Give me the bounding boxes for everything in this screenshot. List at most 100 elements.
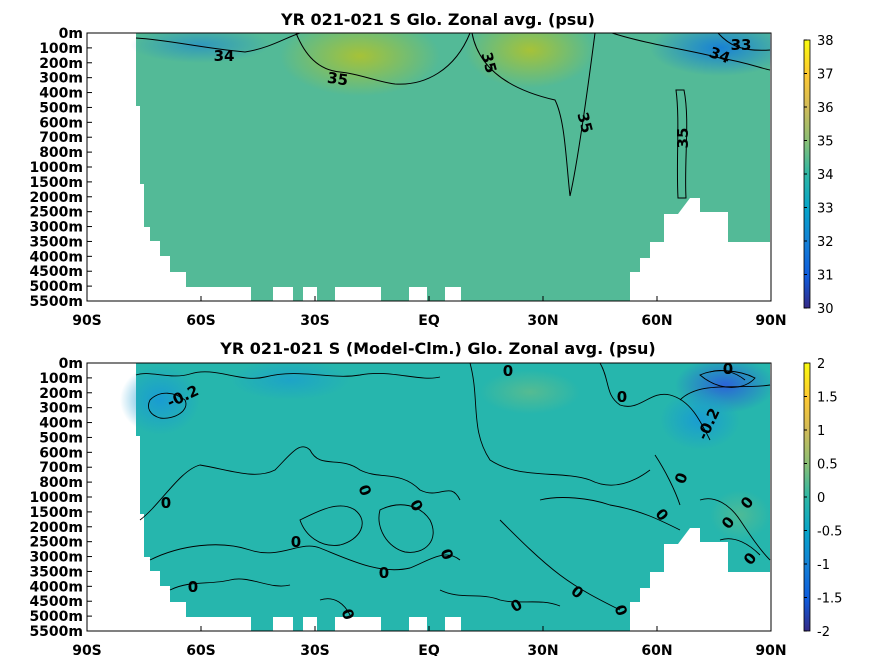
y-tick-label: 100m: [39, 371, 83, 387]
y-tick-label: 1000m: [29, 490, 83, 506]
y-tick-label: 300m: [39, 71, 83, 87]
heatmap-field: [130, 33, 771, 301]
contour-line: [679, 384, 771, 401]
colorbar-tick-label: 0.5: [817, 458, 838, 473]
contour-line: [719, 538, 761, 556]
contour-line: [699, 370, 756, 388]
heatmap-field: [120, 363, 771, 631]
colorbar-tick-label: -0.5: [817, 525, 842, 540]
y-tick-label: 700m: [39, 460, 83, 476]
panel-anomaly: YR 021-021 S (Model-Clm.) Glo. Zonal avg…: [29, 339, 842, 656]
colorbar-ticks: -2 -1.5 -1 -0.5 0 0.5 1 1.5 2: [804, 357, 842, 640]
x-tick-label: 60N: [641, 313, 672, 329]
y-tick-label: 2500m: [29, 535, 83, 551]
colorbar-tick-label: 1: [817, 424, 825, 439]
contour-line: [148, 392, 187, 419]
contour-label: 34: [214, 47, 235, 65]
x-tick-label: 90S: [72, 643, 102, 656]
contour-label: 35: [674, 128, 692, 149]
contour-line: [599, 363, 711, 441]
contour-line: [499, 519, 621, 611]
x-axis: 90S 60S 30S EQ 30N 60N 90N: [72, 626, 787, 656]
contour-label: 0: [161, 494, 171, 512]
y-tick-label: 5500m: [29, 624, 83, 640]
x-tick-label: EQ: [418, 643, 440, 656]
y-tick-label: 600m: [39, 445, 83, 461]
contour-line: [539, 497, 681, 531]
colorbar-tick-label: 35: [817, 135, 834, 150]
x-tick-label: 30S: [300, 643, 330, 656]
y-tick-label: 200m: [39, 56, 83, 72]
contour-label: 0: [503, 362, 513, 380]
contour-line: [378, 504, 434, 553]
x-tick-label: 30N: [527, 313, 558, 329]
y-tick-label: 0m: [59, 26, 83, 42]
contour-label: 0: [723, 360, 733, 378]
anomaly-patch: [660, 390, 740, 450]
colorbar-tick-label: 37: [817, 68, 834, 83]
x-tick-label: 60N: [641, 643, 672, 656]
x-tick-label: EQ: [418, 313, 440, 329]
contour-line: [139, 446, 461, 521]
y-tick-label: 800m: [39, 145, 83, 161]
colorbar-tick-label: 1.5: [817, 391, 838, 406]
y-tick-label: 4000m: [29, 249, 83, 265]
y-tick-label: 4000m: [29, 579, 83, 595]
warm-core: [280, 33, 440, 96]
y-tick-label: 4500m: [29, 594, 83, 610]
colorbar-tick-label: 36: [817, 101, 834, 116]
y-tick-label: 300m: [39, 401, 83, 417]
anomaly-patch: [480, 370, 580, 414]
colorbar-tick-label: -1.5: [817, 592, 842, 607]
colorbar-tick-label: 2: [817, 357, 825, 372]
colorbar-tick-label: -2: [817, 625, 830, 640]
colorbar-ticks: 30 31 32 33 34 35 36 37 38: [804, 34, 834, 317]
colorbar-tick-label: 32: [817, 235, 834, 250]
x-tick-label: 90N: [755, 313, 786, 329]
y-tick-label: 3500m: [29, 234, 83, 250]
contour-line: [699, 498, 771, 561]
chart-title: YR 021-021 S (Model-Clm.) Glo. Zonal avg…: [219, 339, 656, 358]
contour-label: 0: [188, 578, 198, 596]
x-tick-label: 60S: [186, 313, 216, 329]
anomaly-patch: [710, 490, 770, 540]
contour-line: [675, 89, 688, 199]
contour-line: [717, 33, 771, 51]
fresh-core: [650, 33, 771, 76]
y-tick-label: 2500m: [29, 205, 83, 221]
y-tick-label: 500m: [39, 430, 83, 446]
colorbar-tick-label: 34: [817, 168, 834, 183]
y-tick-label: 2000m: [29, 190, 83, 206]
y-tick-label: 0m: [59, 356, 83, 372]
colorbar-tick-label: 30: [817, 302, 834, 317]
y-axis: 0m100m200m300m400m500m600m700m800m1000m1…: [29, 26, 92, 310]
x-tick-label: 30S: [300, 313, 330, 329]
y-tick-label: 500m: [39, 100, 83, 116]
contour-line: [169, 578, 291, 591]
y-tick-label: 4500m: [29, 264, 83, 280]
contour-label: 0: [379, 564, 389, 582]
fresh-core: [130, 33, 270, 63]
contour-line: [469, 363, 651, 486]
contour-label: 0: [617, 388, 627, 406]
contour-line: [654, 454, 681, 506]
contour-line: [319, 598, 351, 616]
y-tick-label: 5000m: [29, 609, 83, 625]
colorbar-tick-label: 33: [817, 202, 834, 217]
colorbar-tick-label: 38: [817, 34, 834, 49]
colorbar-tick-label: 0: [817, 491, 825, 506]
y-axis: 0m100m200m300m400m500m600m700m800m1000m1…: [29, 356, 92, 640]
ocean-field: [136, 363, 770, 631]
colorbar-tick-label: 31: [817, 269, 834, 284]
x-tick-label: 90S: [72, 313, 102, 329]
contour-label: 35: [477, 50, 500, 75]
chart-title: YR 021-021 S Glo. Zonal avg. (psu): [280, 10, 595, 29]
contour-line: [439, 589, 561, 607]
y-tick-label: 800m: [39, 475, 83, 491]
y-tick-label: 200m: [39, 386, 83, 402]
colorbar-tick-label: -1: [817, 558, 830, 573]
contour-line: [135, 371, 441, 379]
contour-line: [135, 33, 301, 53]
y-tick-label: 100m: [39, 41, 83, 57]
y-tick-label: 400m: [39, 416, 83, 432]
